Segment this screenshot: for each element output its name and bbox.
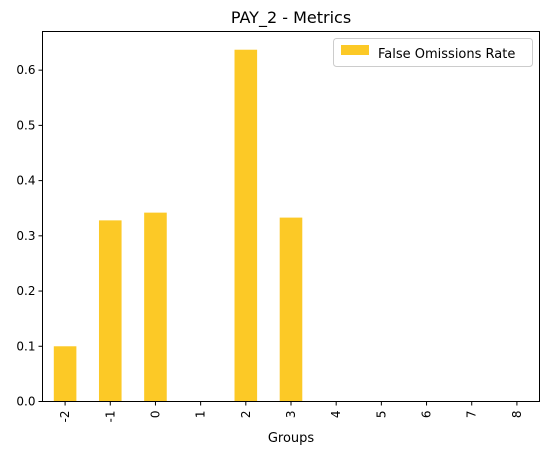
legend-box [333,38,533,67]
x-tick-label: 5 [374,411,388,419]
x-tick-label: -2 [58,411,72,423]
x-axis: -2 -1 0 1 2 3 4 5 6 7 8 [58,401,524,423]
legend: False Omissions Rate [333,38,533,67]
bar-3 [279,217,303,402]
y-tick-label: 0.1 [16,339,35,353]
x-axis-label: Groups [268,431,315,446]
bar-0 [144,212,167,402]
x-tick-label: 4 [329,411,343,419]
y-tick-label: 0.4 [16,174,35,188]
legend-label: False Omissions Rate [378,47,515,62]
x-tick-label: 7 [465,411,479,419]
y-tick-label: 0.3 [16,229,35,243]
y-tick-label: 0.0 [16,395,35,409]
y-axis: 0.0 0.1 0.2 0.3 0.4 0.5 0.6 [16,63,43,409]
x-tick-label: 2 [239,411,253,419]
x-tick-label: 1 [194,411,208,419]
x-tick-label: -1 [103,411,117,423]
x-tick-label: 6 [420,411,434,419]
bar--2 [53,346,77,402]
plot-frame [42,31,540,402]
x-tick-label: 8 [510,411,524,419]
y-tick-label: 0.5 [16,118,35,132]
bar-2 [234,49,258,402]
bar--1 [98,220,122,402]
bars-group [53,49,303,402]
x-tick-label: 0 [148,411,162,419]
legend-swatch [341,45,369,55]
x-tick-label: 3 [284,411,298,419]
y-tick-label: 0.6 [16,63,35,77]
y-tick-label: 0.2 [16,284,35,298]
chart-title: PAY_2 - Metrics [231,8,351,28]
